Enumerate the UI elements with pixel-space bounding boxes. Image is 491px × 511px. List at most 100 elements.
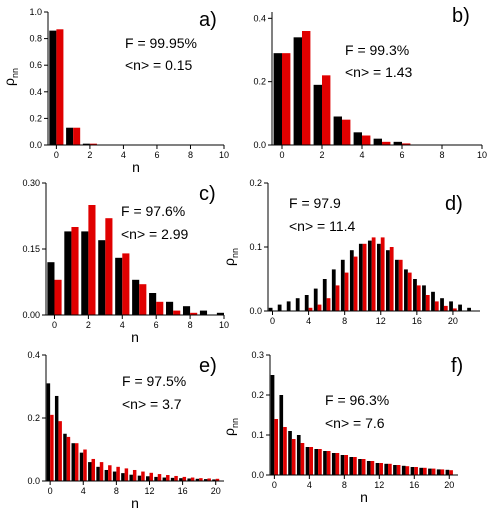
x-axis-title: n [132,159,140,175]
y-tick-label: 0.2 [253,77,266,87]
y-tick-label: 1.0 [29,7,42,17]
bar [49,30,57,145]
bar [358,243,363,311]
bar [179,478,183,481]
y-axis-title: ρnn [221,418,240,436]
bar [91,458,96,481]
bar [395,259,399,311]
bar [50,414,54,481]
x-tick-label: 2 [86,320,91,330]
bar [313,288,318,311]
x-axis-title: n [131,329,139,345]
bar [384,463,389,475]
bar [401,465,406,475]
bar [425,295,430,311]
x-tick-label: 20 [448,316,458,326]
x-tick-label: 0 [48,486,53,496]
bar [277,304,282,311]
bar [212,479,216,481]
x-tick-label: 8 [188,150,193,160]
y-tick-label: 0.2 [251,390,264,400]
bar [375,463,380,475]
bar [174,475,178,481]
bar [47,262,55,315]
x-tick-label: 10 [219,150,229,160]
bar [314,449,319,475]
x-tick-label: 4 [306,316,311,326]
bar [46,383,51,481]
bar [382,141,391,145]
bar [404,269,408,311]
bar [199,310,208,315]
x-tick-label: 8 [114,486,119,496]
fidelity-annotation: F = 99.3% [345,42,409,58]
bar [405,466,410,475]
bar [122,253,130,315]
y-tick-label: 0.0 [249,306,262,316]
x-tick-label: 20 [444,480,454,490]
bar [449,301,453,311]
bar [66,436,71,481]
bar [340,455,345,475]
y-tick-label: 0.1 [251,430,264,440]
bar [162,477,167,481]
x-tick-label: 6 [154,150,159,160]
bar [108,465,112,481]
bar [146,476,150,481]
y-tick-label: 0.0 [253,140,266,150]
x-tick-label: 8 [342,316,347,326]
bar [398,259,403,311]
bar [367,240,372,311]
panel-2: 0 2 4 6 8 10 0.0 0.2 0.4 F = 99.3% <n> = 1.43 b) [253,5,487,160]
bar [83,449,87,481]
bar [416,285,421,311]
bar [452,308,457,311]
bar [282,53,291,145]
bar [149,472,153,481]
bar [393,141,402,145]
bar [434,301,439,311]
bar [170,477,175,481]
bar [73,127,81,145]
bar [71,443,75,481]
bar [376,243,381,311]
x-tick-label: 2 [87,150,92,160]
bar [190,312,198,315]
bar [458,304,462,311]
bar [71,227,79,315]
x-tick-label: 20 [211,486,221,496]
bar [187,478,191,481]
mean-n-annotation: <n> = 11.4 [289,218,356,234]
bar [366,461,371,475]
bar [305,447,310,475]
bar [132,279,140,315]
bar [371,237,376,311]
panel-label: c) [199,183,216,205]
y-tick-label: 0.00 [22,310,40,320]
bar [207,478,211,481]
y-tick-label: 0.2 [249,178,262,188]
bar [313,84,322,145]
bar [190,477,195,481]
bar [317,304,322,311]
bar [203,479,208,481]
panel-6: 0 4 8 12 16 20 0.0 0.1 0.2 0.3 n ρnn F = 96.3% <n> = … [221,350,463,505]
bar [342,119,351,145]
bar [414,467,418,475]
bar [379,463,383,475]
bar [445,469,450,475]
bar [380,237,385,311]
bar [353,457,357,475]
y-tick-label: 0.8 [29,34,42,44]
bar [149,293,157,315]
x-tick-label: 0 [270,316,275,326]
bar [431,291,435,311]
mean-n-annotation: <n> = 1.43 [345,64,413,80]
bar [344,455,348,475]
bar [274,419,279,475]
panel-label: b) [452,5,470,27]
bar [440,469,445,475]
bar [279,395,284,475]
fidelity-annotation: F = 97.9 [289,195,341,211]
